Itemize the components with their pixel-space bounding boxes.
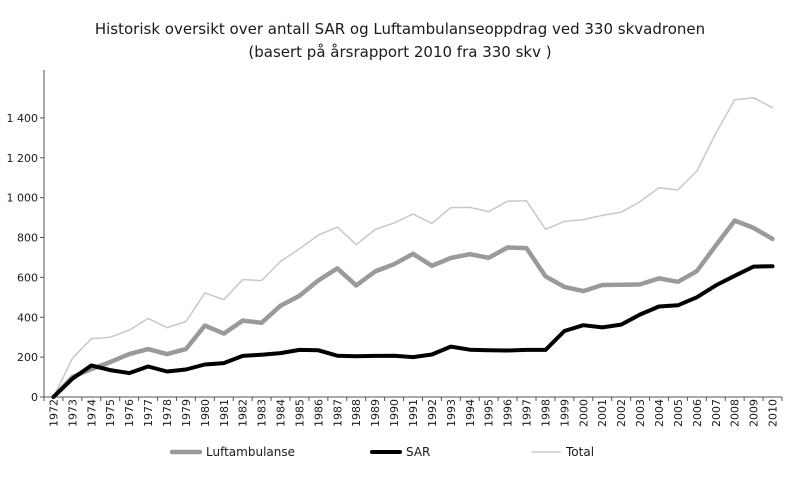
- x-tick-label: 2008: [729, 399, 742, 427]
- y-tick-label: 0: [31, 391, 38, 404]
- x-tick-label: 2009: [748, 399, 761, 427]
- x-tick-label: 2005: [672, 399, 685, 427]
- chart-title-block: Historisk oversikt over antall SAR og Lu…: [0, 18, 800, 64]
- x-tick-label: 1988: [350, 399, 363, 427]
- chart-subtitle: (basert på årsrapport 2010 fra 330 skv ): [248, 43, 552, 61]
- x-tick-label: 2001: [596, 399, 609, 427]
- legend-label-total: Total: [565, 445, 594, 459]
- x-tick-label: 1997: [521, 399, 534, 427]
- chart-title: Historisk oversikt over antall SAR og Lu…: [94, 20, 706, 38]
- x-tick-label: 2000: [577, 399, 590, 427]
- x-tick-label: 2010: [767, 399, 780, 427]
- legend-label-sar: SAR: [406, 445, 430, 459]
- x-tick-label: 1992: [426, 399, 439, 427]
- x-tick-label: 1993: [445, 399, 458, 427]
- x-tick-label: 1972: [47, 399, 60, 427]
- x-tick-label: 1990: [388, 399, 401, 427]
- x-tick-label: 1974: [85, 399, 98, 427]
- x-tick-label: 1996: [502, 399, 515, 427]
- y-tick-label: 1 200: [7, 152, 39, 165]
- x-tick-label: 2004: [653, 399, 666, 427]
- series-line-luftambulanse: [51, 218, 775, 400]
- x-tick-label: 1998: [539, 399, 552, 427]
- chart-legend: Luftambulanse SAR Total: [169, 445, 594, 459]
- x-tick-label: 2006: [691, 399, 704, 427]
- y-tick-label: 600: [17, 271, 38, 284]
- series-line-sar: [51, 264, 775, 399]
- x-tick-label: 1995: [483, 399, 496, 427]
- legend-label-luftambulanse: Luftambulanse: [206, 445, 295, 459]
- x-tick-label: 1989: [369, 399, 382, 427]
- x-tick-label: 1985: [293, 399, 306, 427]
- x-tick-label: 1979: [180, 399, 193, 427]
- y-tick-label: 200: [17, 351, 38, 364]
- x-tick-label: 1973: [66, 399, 79, 427]
- x-tick-label: 1982: [237, 399, 250, 427]
- x-tick-label: 1983: [256, 399, 269, 427]
- x-tick-label: 1987: [331, 399, 344, 427]
- y-tick-label: 1 000: [7, 192, 39, 205]
- x-tick-label: 2003: [634, 399, 647, 427]
- chart-series: [51, 96, 775, 400]
- x-tick-label: 2002: [615, 399, 628, 427]
- x-tick-label: 1978: [161, 399, 174, 427]
- x-tick-label: 1976: [123, 399, 136, 427]
- y-axis-ticks: 0 200 400 600 800 1 000 1 200 1 400: [7, 112, 44, 404]
- x-tick-label: 1999: [558, 399, 571, 427]
- series-line-total: [52, 96, 774, 398]
- chart-axes: [43, 70, 782, 398]
- x-axis-ticks: 1972 1973 1974 1975 1976 1977 1978 1979 1980 1981…: [43, 397, 783, 427]
- y-tick-label: 1 400: [7, 112, 39, 125]
- y-tick-label: 800: [17, 232, 38, 245]
- x-tick-label: 1980: [199, 399, 212, 427]
- x-tick-label: 1981: [218, 399, 231, 427]
- x-tick-label: 1991: [407, 399, 420, 427]
- x-tick-label: 1986: [312, 399, 325, 427]
- x-tick-label: 1994: [464, 399, 477, 427]
- x-tick-label: 1975: [104, 399, 117, 427]
- x-tick-label: 2007: [710, 399, 723, 427]
- x-tick-label: 1977: [142, 399, 155, 427]
- x-tick-label: 1984: [275, 399, 288, 427]
- y-tick-label: 400: [17, 311, 38, 324]
